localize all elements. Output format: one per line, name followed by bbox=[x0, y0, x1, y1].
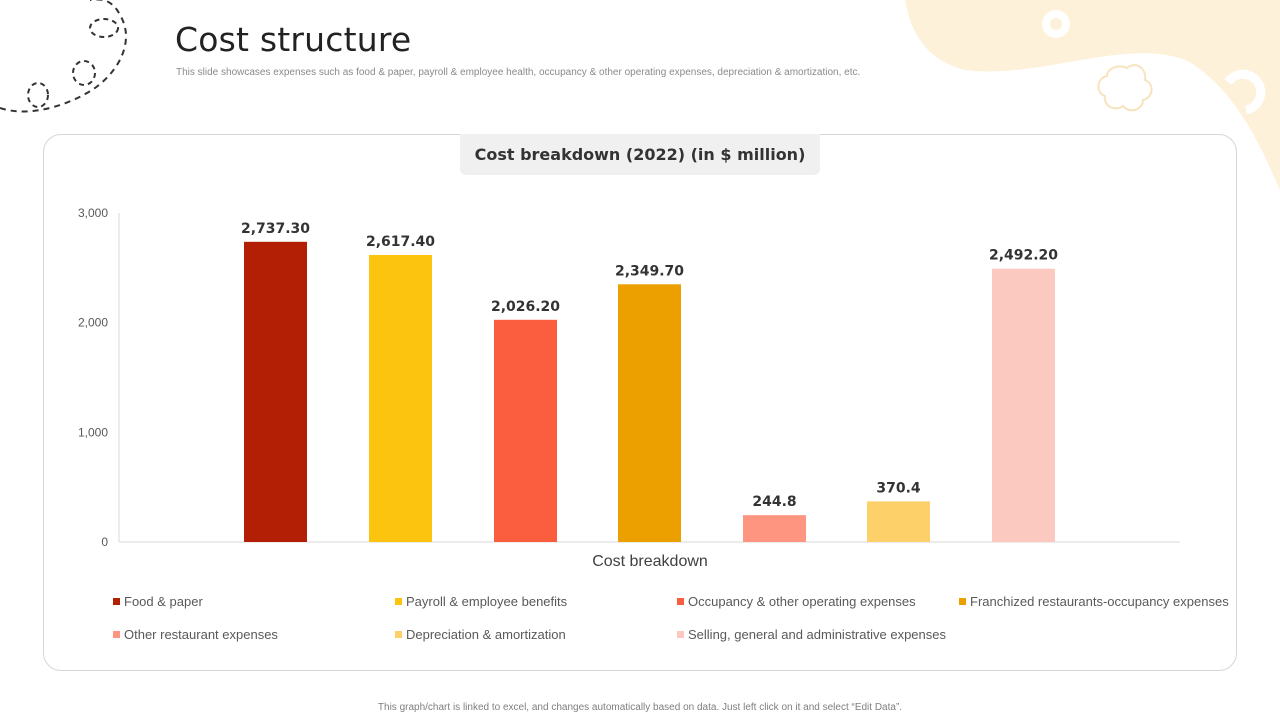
bar[interactable] bbox=[743, 515, 806, 542]
data-label: 2,026.20 bbox=[491, 299, 560, 315]
x-axis-title: Cost breakdown bbox=[592, 553, 708, 570]
y-tick-label: 1,000 bbox=[78, 425, 108, 439]
footnote: This graph/chart is linked to excel, and… bbox=[377, 702, 903, 713]
data-label: 2,349.70 bbox=[615, 263, 684, 279]
legend-swatch bbox=[395, 631, 402, 638]
page-subtitle: This slide showcases expenses such as fo… bbox=[176, 67, 861, 78]
legend-label: Payroll & employee benefits bbox=[406, 594, 568, 609]
legend-item: Payroll & employee benefits bbox=[395, 594, 567, 609]
legend-label: Other restaurant expenses bbox=[124, 627, 278, 642]
data-label: 2,737.30 bbox=[241, 221, 310, 237]
y-tick-label: 2,000 bbox=[78, 316, 108, 330]
legend-item: Other restaurant expenses bbox=[113, 627, 278, 642]
legend-label: Franchized restaurants-occupancy expense… bbox=[970, 594, 1229, 609]
bar[interactable] bbox=[992, 268, 1055, 542]
legend-item: Occupancy & other operating expenses bbox=[677, 594, 916, 609]
chart-title: Cost breakdown (2022) (in $ million) bbox=[460, 134, 820, 175]
legend-swatch bbox=[395, 598, 402, 605]
legend-swatch bbox=[959, 598, 966, 605]
legend-item: Selling, general and administrative expe… bbox=[677, 627, 946, 642]
legend-swatch bbox=[677, 598, 684, 605]
bar[interactable] bbox=[244, 241, 307, 542]
data-label: 370.4 bbox=[876, 480, 921, 496]
y-tick-label: 0 bbox=[101, 535, 108, 549]
page-title: Cost structure bbox=[175, 20, 412, 59]
bar[interactable] bbox=[867, 501, 930, 542]
legend-label: Food & paper bbox=[124, 594, 203, 609]
bar[interactable] bbox=[494, 319, 557, 542]
legend-label: Selling, general and administrative expe… bbox=[688, 627, 946, 642]
y-tick-label: 3,000 bbox=[78, 206, 108, 220]
data-label: 2,617.40 bbox=[366, 234, 435, 250]
bar[interactable] bbox=[369, 254, 432, 542]
bar[interactable] bbox=[618, 284, 681, 542]
legend-label: Depreciation & amortization bbox=[406, 627, 566, 642]
legend-item: Franchized restaurants-occupancy expense… bbox=[959, 594, 1229, 609]
legend-label: Occupancy & other operating expenses bbox=[688, 594, 916, 609]
legend-item: Food & paper bbox=[113, 594, 203, 609]
legend-item: Depreciation & amortization bbox=[395, 627, 566, 642]
legend-swatch bbox=[677, 631, 684, 638]
legend-swatch bbox=[113, 598, 120, 605]
data-label: 2,492.20 bbox=[989, 248, 1058, 264]
data-label: 244.8 bbox=[752, 494, 796, 510]
legend-swatch bbox=[113, 631, 120, 638]
